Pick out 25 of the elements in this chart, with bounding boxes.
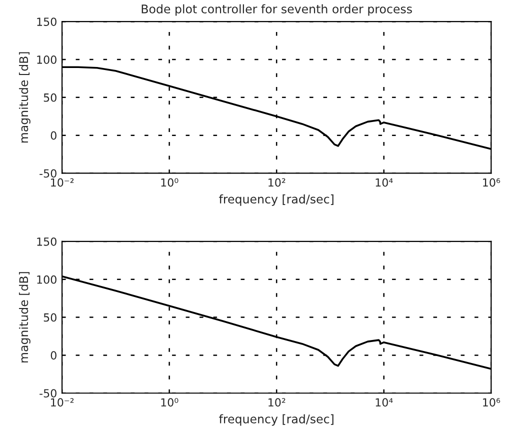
x-tick-label: 10⁴	[376, 178, 393, 187]
x-tick-label: 10⁰	[161, 178, 178, 187]
y-tick-label: 100	[37, 275, 56, 284]
x-axis-title: frequency [rad/sec]	[219, 414, 334, 426]
x-tick-label: 10⁻²	[51, 178, 74, 187]
x-axis-title: frequency [rad/sec]	[219, 194, 334, 206]
y-tick-label: 0	[50, 351, 56, 360]
y-tick-label: 150	[37, 18, 56, 26]
x-tick-label: 10²	[268, 398, 286, 407]
y-tick-label: 50	[44, 93, 56, 102]
x-tick-label: 10⁰	[161, 398, 178, 407]
x-tick-label: 10⁶	[483, 178, 500, 187]
x-tick-label: 10²	[268, 178, 286, 187]
y-tick-label: -50	[40, 169, 56, 178]
x-tick-label: 10⁴	[376, 398, 393, 407]
y-tick-label: 150	[37, 237, 56, 246]
y-tick-label: 100	[37, 55, 56, 64]
x-tick-label: 10⁶	[483, 398, 500, 407]
chart-title: Bode plot controller for seventh order process	[142, 4, 412, 16]
y-tick-label: 50	[44, 313, 56, 322]
x-tick-label: 10⁻²	[51, 398, 74, 407]
y-axis-title: magnitude [dB]	[18, 272, 30, 362]
y-axis-title: magnitude [dB]	[18, 52, 30, 143]
y-tick-label: 0	[50, 131, 56, 140]
y-tick-label: -50	[40, 389, 56, 398]
